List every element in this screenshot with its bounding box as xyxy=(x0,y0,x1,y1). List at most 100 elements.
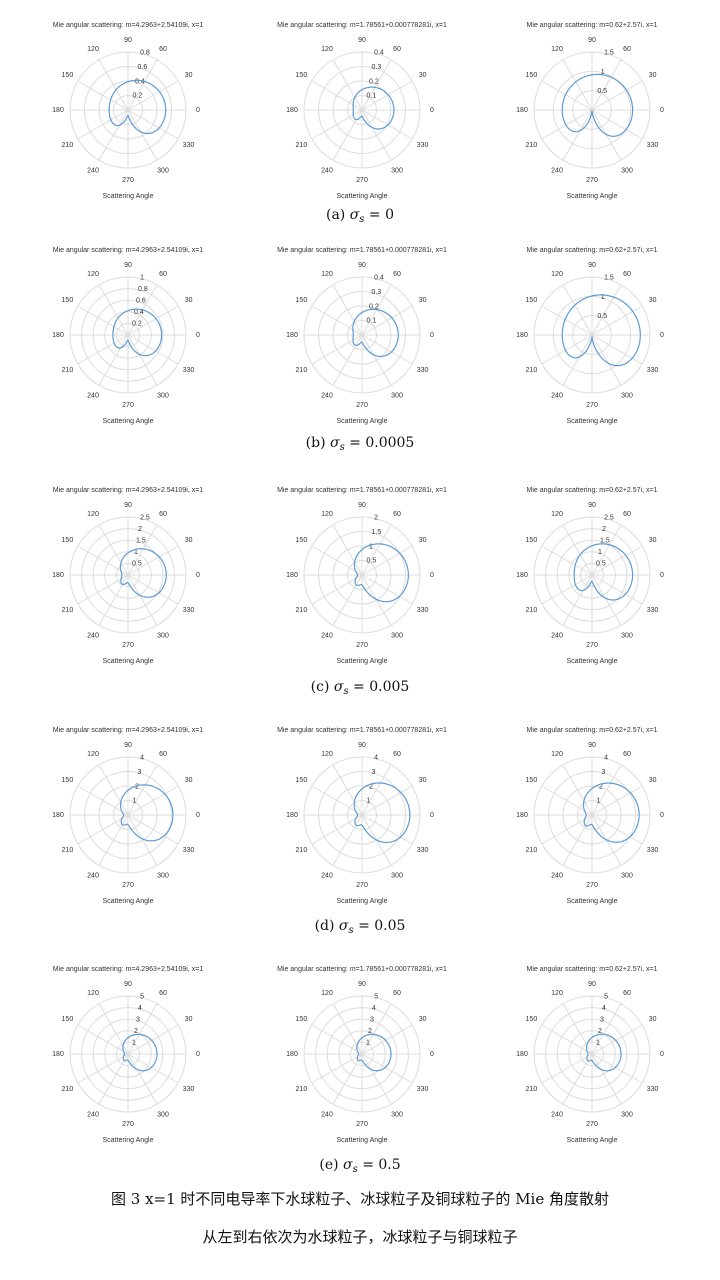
grid-spoke xyxy=(332,524,363,576)
angle-label: 90 xyxy=(358,37,366,44)
angle-label: 150 xyxy=(296,537,308,544)
grid-spoke xyxy=(591,59,622,111)
polar-plot-4-1: 0 30 60 90 120 150 180 210 240 270 300 330 1 2 3 4 5 Mie … xyxy=(277,966,447,1144)
grid-spoke xyxy=(361,334,413,365)
scattering-curve xyxy=(353,782,411,844)
angle-label: 300 xyxy=(391,167,403,174)
angle-label: 180 xyxy=(516,812,528,819)
plot-title: Mie angular scattering: m=1.78561+0.0007… xyxy=(277,22,447,29)
angle-label: 120 xyxy=(321,46,333,53)
radial-tick-label: 1 xyxy=(132,1039,136,1046)
grid-spoke xyxy=(541,1024,593,1055)
grid-spoke xyxy=(541,109,593,140)
angle-label: 120 xyxy=(87,990,99,997)
polar-plot-3-1: 0 30 60 90 120 150 180 210 240 270 300 330 1 2 3 4 Mie a… xyxy=(277,727,447,905)
radial-tick-label: 0.8 xyxy=(138,286,148,293)
grid-spoke xyxy=(77,80,129,111)
angle-label: 60 xyxy=(159,751,167,758)
grid-spoke xyxy=(127,59,158,111)
angle-label: 240 xyxy=(551,167,563,174)
plot-xlabel: Scattering Angle xyxy=(337,898,388,905)
angle-label: 30 xyxy=(419,297,427,304)
grid-spoke xyxy=(541,785,593,816)
angle-label: 270 xyxy=(122,177,134,184)
angle-label: 0 xyxy=(660,1051,664,1058)
angle-label: 210 xyxy=(526,142,538,149)
grid-spoke xyxy=(311,545,363,576)
plot-xlabel: Scattering Angle xyxy=(567,193,618,200)
grid-spoke xyxy=(127,1024,179,1055)
angle-label: 60 xyxy=(623,46,631,53)
plot-xlabel: Scattering Angle xyxy=(103,898,154,905)
grid-spoke xyxy=(311,109,363,140)
angle-label: 150 xyxy=(62,297,74,304)
radial-tick-label: 1 xyxy=(133,798,137,805)
angle-label: 300 xyxy=(157,872,169,879)
grid-spoke xyxy=(361,574,413,605)
angle-label: 300 xyxy=(621,167,633,174)
angle-label: 270 xyxy=(356,177,368,184)
polar-plot-1-1: 0 30 60 90 120 150 180 210 240 270 300 330 0.1 0.2 0.3… xyxy=(277,247,447,425)
radial-tick-label: 3 xyxy=(602,769,606,776)
angle-label: 60 xyxy=(393,751,401,758)
angle-label: 60 xyxy=(393,271,401,278)
angle-label: 270 xyxy=(356,402,368,409)
scattering-curve xyxy=(352,308,399,358)
radial-tick-label: 4 xyxy=(140,755,144,762)
radial-tick-label: 0.4 xyxy=(374,275,384,282)
row-caption-c-sigma: σ xyxy=(333,679,344,695)
angle-label: 300 xyxy=(391,392,403,399)
plot-title: Mie angular scattering: m=0.62+2.57i, x=… xyxy=(527,22,658,29)
angle-label: 210 xyxy=(296,367,308,374)
angle-label: 0 xyxy=(660,812,664,819)
row-caption-c-value: = 0.005 xyxy=(353,679,410,695)
angle-label: 90 xyxy=(358,742,366,749)
angle-label: 210 xyxy=(526,1086,538,1093)
radial-tick-label: 1 xyxy=(601,294,605,301)
angle-label: 300 xyxy=(621,632,633,639)
angle-label: 330 xyxy=(417,1086,429,1093)
angle-label: 0 xyxy=(196,812,200,819)
radial-tick-label: 0.1 xyxy=(367,93,377,100)
angle-label: 120 xyxy=(87,271,99,278)
angle-label: 90 xyxy=(588,981,596,988)
row-caption-c: (c) σs = 0.005 xyxy=(0,679,720,697)
angle-label: 330 xyxy=(647,142,659,149)
angle-label: 270 xyxy=(586,402,598,409)
grid-spoke xyxy=(541,545,593,576)
grid-spoke xyxy=(361,524,392,576)
radial-tick-label: 0.5 xyxy=(597,313,607,320)
row-caption-a-value: = 0 xyxy=(368,207,394,223)
angle-label: 240 xyxy=(551,632,563,639)
row-caption-b-value: = 0.0005 xyxy=(349,435,415,451)
polar-plot-3-0: 0 30 60 90 120 150 180 210 240 270 300 330 1 2 3 4 Mie a… xyxy=(52,727,203,905)
angle-label: 300 xyxy=(157,392,169,399)
plot-xlabel: Scattering Angle xyxy=(103,1137,154,1144)
scattering-curve xyxy=(122,1033,158,1072)
angle-label: 0 xyxy=(196,1051,200,1058)
grid-spoke xyxy=(77,334,129,365)
grid-spoke xyxy=(591,305,643,336)
grid-spoke xyxy=(361,1053,392,1105)
angle-label: 300 xyxy=(391,872,403,879)
angle-label: 180 xyxy=(52,332,64,339)
angle-label: 240 xyxy=(321,632,333,639)
angle-label: 330 xyxy=(647,847,659,854)
angle-label: 270 xyxy=(122,1121,134,1128)
plot-title: Mie angular scattering: m=0.62+2.57i, x=… xyxy=(527,247,658,254)
angle-label: 300 xyxy=(391,1111,403,1118)
grid-spoke xyxy=(311,785,363,816)
grid-spoke xyxy=(591,814,643,845)
polar-plot-0-0: 0 30 60 90 120 150 180 210 240 270 300 330 0.2 0.4 0.6… xyxy=(52,22,203,200)
angle-label: 270 xyxy=(356,642,368,649)
radial-tick-label: 1 xyxy=(140,275,144,282)
angle-label: 0 xyxy=(196,332,200,339)
plot-title: Mie angular scattering: m=0.62+2.57i, x=… xyxy=(527,727,658,734)
row-caption-e: (e) σs = 0.5 xyxy=(0,1157,720,1175)
grid-spoke xyxy=(127,524,158,576)
angle-label: 90 xyxy=(588,37,596,44)
grid-spoke xyxy=(77,574,129,605)
angle-label: 270 xyxy=(356,1121,368,1128)
polar-plot-2-2: 0 30 60 90 120 150 180 210 240 270 300 330 0.5 1 1.5 2 2… xyxy=(516,487,664,665)
grid-spoke xyxy=(591,1024,643,1055)
